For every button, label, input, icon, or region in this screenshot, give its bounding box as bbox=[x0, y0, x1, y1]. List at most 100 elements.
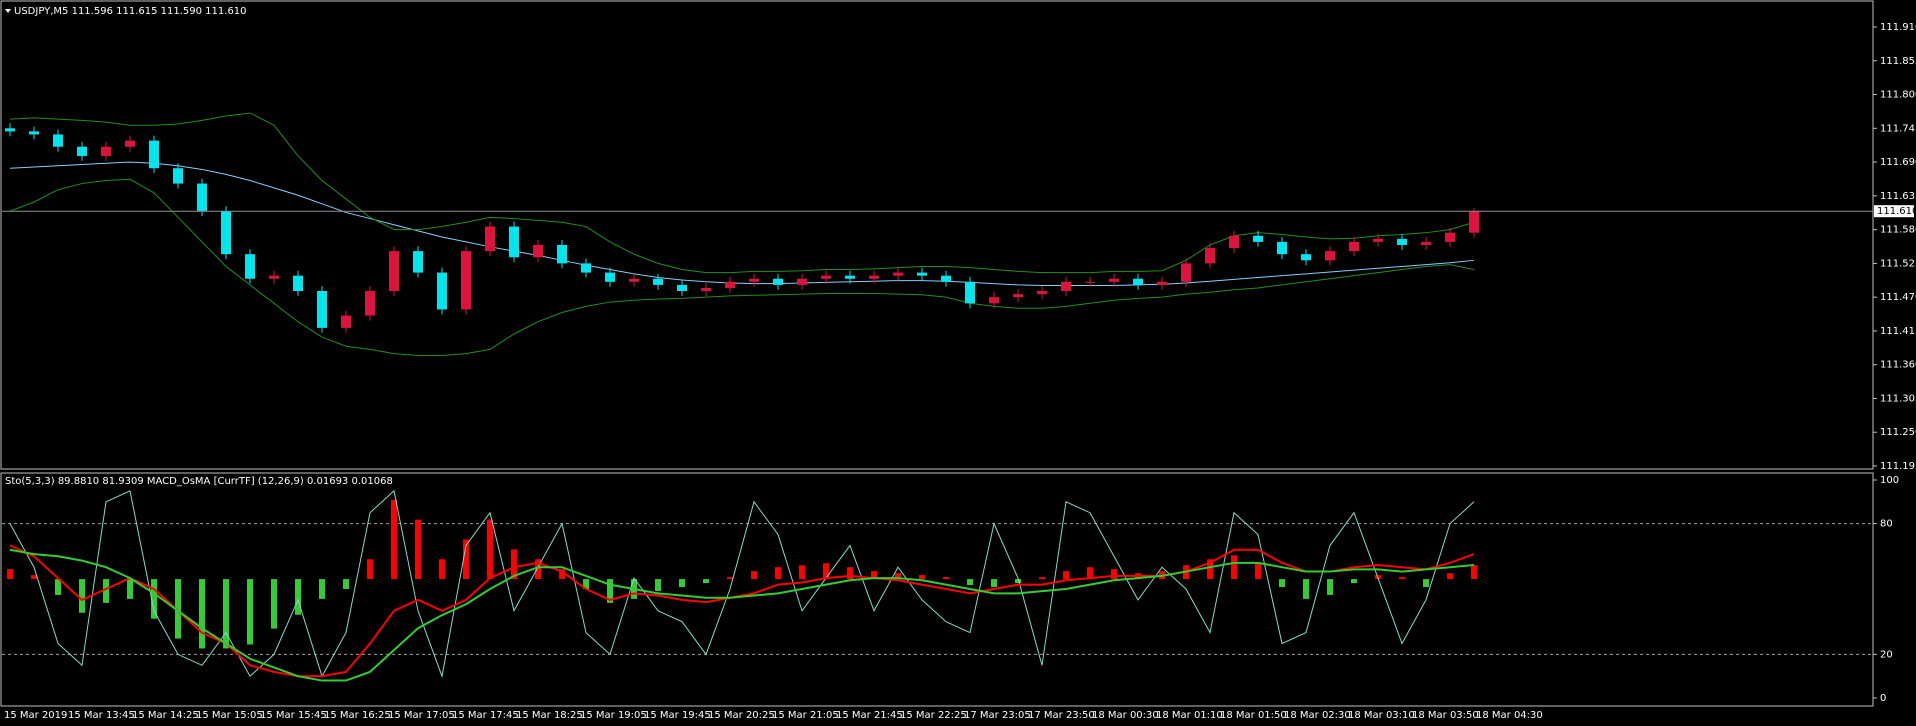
candle-body bbox=[149, 140, 159, 169]
osma-bar bbox=[223, 579, 229, 649]
osma-bar bbox=[679, 579, 685, 588]
candle-body bbox=[1133, 278, 1143, 285]
candle-body bbox=[413, 251, 423, 273]
candle-body bbox=[101, 146, 111, 156]
y-tick-label: 111.910 bbox=[1880, 22, 1916, 33]
osma-bar bbox=[1111, 569, 1117, 580]
y-tick-label: 111.195 bbox=[1880, 461, 1916, 472]
y-tick-label: 111.635 bbox=[1880, 191, 1916, 202]
y-tick-label: 111.855 bbox=[1880, 56, 1916, 67]
x-tick-label: 15 Mar 21:45 bbox=[836, 710, 903, 721]
last-price-label: 111.610 bbox=[1877, 206, 1916, 217]
candle-body bbox=[1181, 263, 1191, 282]
candle-body bbox=[173, 168, 183, 184]
candle-body bbox=[1373, 238, 1383, 242]
osma-bar bbox=[943, 577, 949, 580]
x-tick-label: 18 Mar 03:50 bbox=[1412, 710, 1479, 721]
candle-body bbox=[365, 291, 375, 316]
candle-body bbox=[221, 211, 231, 255]
candle-body bbox=[293, 275, 303, 292]
y-tick-label: 111.580 bbox=[1880, 225, 1916, 236]
candle-body bbox=[341, 315, 351, 328]
osma-bar bbox=[991, 579, 997, 588]
candle-body bbox=[1085, 281, 1095, 283]
indicator-line bbox=[9, 161, 1475, 286]
candle-body bbox=[941, 275, 951, 282]
candle-body bbox=[5, 128, 15, 132]
candle-body bbox=[797, 278, 807, 285]
symbol-menu-icon[interactable] bbox=[5, 9, 11, 13]
osma-bar bbox=[271, 579, 277, 629]
x-tick-label: 18 Mar 03:10 bbox=[1348, 710, 1415, 721]
osma-bar bbox=[607, 579, 613, 603]
osma-bar bbox=[1447, 573, 1453, 580]
osma-bar bbox=[775, 567, 781, 580]
candle-body bbox=[1301, 254, 1311, 261]
candle-body bbox=[1037, 291, 1047, 295]
osma-bar bbox=[1087, 567, 1093, 580]
y-tick-label: 111.360 bbox=[1880, 360, 1916, 371]
osma-bar bbox=[7, 569, 13, 580]
osma-bar bbox=[583, 579, 589, 589]
candle-body bbox=[701, 287, 711, 292]
osma-bar bbox=[871, 571, 877, 580]
candle-body bbox=[1229, 235, 1239, 249]
osma-bar bbox=[1063, 571, 1069, 580]
candle-body bbox=[677, 284, 687, 292]
osma-bar bbox=[295, 579, 301, 615]
candle-body bbox=[869, 275, 879, 279]
x-tick-label: 15 Mar 19:05 bbox=[580, 710, 647, 721]
indicator-line bbox=[9, 489, 1475, 679]
candle-body bbox=[317, 291, 327, 328]
osma-bar bbox=[151, 579, 157, 619]
candle-body bbox=[77, 146, 87, 156]
x-tick-label: 15 Mar 22:25 bbox=[900, 710, 967, 721]
x-tick-label: 15 Mar 13:45 bbox=[68, 710, 135, 721]
candle-body bbox=[749, 278, 759, 282]
y-tick-label: 111.250 bbox=[1880, 427, 1916, 438]
osma-bar bbox=[1039, 577, 1045, 580]
osma-bar bbox=[247, 579, 253, 645]
candle-body bbox=[821, 275, 831, 279]
y-tick-label: 111.525 bbox=[1880, 258, 1916, 269]
osma-bar bbox=[1015, 579, 1021, 584]
candle-body bbox=[1061, 281, 1071, 292]
osma-bar bbox=[31, 575, 37, 580]
osma-bar bbox=[727, 577, 733, 580]
y-tick-label: 111.305 bbox=[1880, 393, 1916, 404]
candle-body bbox=[653, 278, 663, 285]
candle-body bbox=[1205, 248, 1215, 264]
x-tick-label: 17 Mar 23:50 bbox=[1028, 710, 1095, 721]
osma-bar bbox=[1327, 579, 1333, 595]
candle-body bbox=[29, 131, 39, 135]
osma-bar bbox=[319, 579, 325, 599]
candle-body bbox=[1421, 241, 1431, 245]
candle-body bbox=[725, 281, 735, 288]
candle-body bbox=[989, 297, 999, 304]
y-tick-label: 111.470 bbox=[1880, 292, 1916, 303]
osma-bar bbox=[751, 571, 757, 580]
osma-bar bbox=[1471, 565, 1477, 580]
indicator-line bbox=[9, 544, 1475, 678]
osma-bar bbox=[1351, 579, 1357, 584]
osma-bar bbox=[175, 579, 181, 639]
candle-body bbox=[1397, 238, 1407, 245]
x-tick-label: 15 Mar 21:05 bbox=[772, 710, 839, 721]
y-tick-label: 100 bbox=[1880, 475, 1899, 486]
candle-body bbox=[509, 226, 519, 258]
candle-body bbox=[53, 134, 63, 147]
x-tick-label: 18 Mar 01:50 bbox=[1220, 710, 1287, 721]
candle-body bbox=[581, 263, 591, 273]
osma-bar bbox=[1231, 555, 1237, 580]
osma-bar bbox=[439, 559, 445, 580]
osma-bar bbox=[823, 563, 829, 580]
candle-body bbox=[533, 244, 543, 258]
x-tick-label: 15 Mar 15:05 bbox=[196, 710, 263, 721]
osma-bar bbox=[967, 579, 973, 586]
candle-body bbox=[773, 278, 783, 285]
x-tick-label: 15 Mar 17:05 bbox=[388, 710, 455, 721]
candle-body bbox=[269, 275, 279, 279]
candle-body bbox=[437, 272, 447, 310]
osma-bar bbox=[367, 559, 373, 580]
candle-body bbox=[557, 244, 567, 264]
